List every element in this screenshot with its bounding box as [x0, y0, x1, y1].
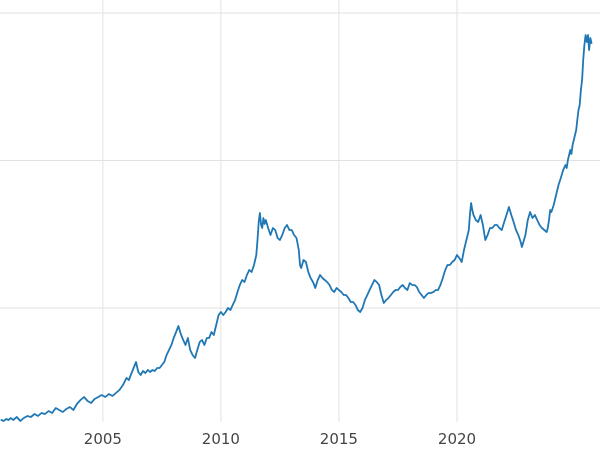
x-tick-label: 2010: [202, 430, 240, 448]
price-line: [0, 34, 593, 422]
x-tick-label: 2015: [320, 430, 358, 448]
x-tick-label: 2005: [84, 430, 122, 448]
x-tick-label: 2020: [438, 430, 476, 448]
